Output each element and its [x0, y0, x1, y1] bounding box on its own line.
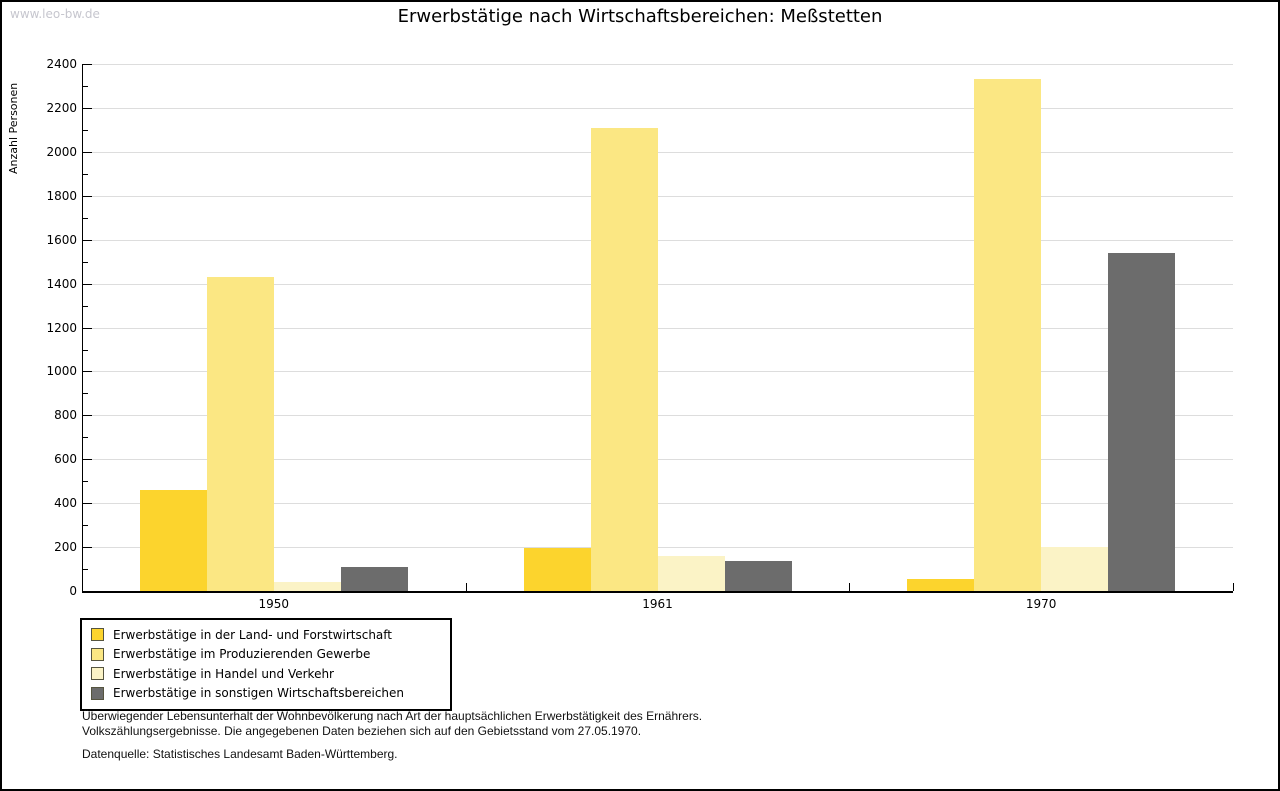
y-axis-tick-label: 2400	[46, 57, 77, 71]
legend-swatch-icon	[91, 647, 104, 661]
x-axis-line	[82, 591, 1233, 593]
bar-1961-series2	[590, 127, 658, 591]
y-axis-major-tick	[83, 547, 92, 549]
y-axis-line	[82, 64, 83, 591]
legend-item-label: Erwerbstätige im Produzierenden Gewerbe	[113, 647, 371, 662]
footnote-line: Volkszählungsergebnisse. Die angegebenen…	[82, 723, 642, 738]
legend-item: Erwerbstätige im Produzierenden Gewerbe	[91, 645, 441, 665]
y-axis-minor-tick	[83, 305, 88, 307]
footnote-line: Überwiegender Lebensunterhalt der Wohnbe…	[82, 709, 703, 723]
y-axis-major-tick	[83, 415, 92, 417]
gridline	[83, 195, 1233, 197]
gridline	[83, 64, 1233, 65]
site-watermark: www.leo-bw.de	[10, 7, 100, 21]
gridline	[83, 151, 1233, 153]
bar-1950-series4	[340, 566, 408, 591]
x-axis-tick	[465, 583, 467, 591]
bar-1970-series3	[1041, 547, 1109, 591]
y-axis-tick-label: 800	[54, 408, 77, 423]
y-axis-major-tick	[83, 64, 92, 65]
y-axis-minor-tick	[83, 129, 88, 131]
bar-1970-series1	[907, 578, 975, 591]
y-axis-tick-label: 200	[54, 540, 77, 555]
legend-item-label: Erwerbstätige in sonstigen Wirtschaftsbe…	[113, 686, 405, 701]
gridline	[83, 547, 1233, 549]
y-axis-minor-tick	[83, 437, 88, 439]
x-axis-category-label: 1961	[642, 597, 673, 611]
gridline	[83, 239, 1233, 241]
bar-1961-series1	[523, 548, 591, 591]
y-axis-tick-label: 1800	[46, 188, 77, 203]
legend-item: Erwerbstätige in sonstigen Wirtschaftsbe…	[91, 684, 441, 704]
gridline	[83, 371, 1233, 373]
y-axis-minor-tick	[83, 525, 88, 527]
x-axis-tick	[849, 583, 851, 591]
y-axis-tick-label: 2000	[46, 144, 77, 159]
bar-1970-series2	[974, 79, 1042, 591]
y-axis-major-tick	[83, 327, 92, 329]
bar-1950-series1	[139, 490, 207, 591]
gridline	[83, 503, 1233, 505]
x-axis-category-label: 1970	[1025, 597, 1057, 611]
y-axis-tick-label: 0	[69, 584, 77, 598]
y-axis-minor-tick	[83, 173, 88, 175]
y-axis-tick-label: 1600	[46, 232, 77, 247]
data-source-note: Datenquelle: Statistisches Landesamt Bad…	[82, 747, 398, 761]
x-axis-category-label: 1950	[258, 597, 290, 611]
y-axis-major-tick	[83, 459, 92, 461]
chart-legend: Erwerbstätige in der Land- und Forstwirt…	[80, 618, 452, 711]
gridline	[83, 459, 1233, 461]
bar-1950-series2	[206, 277, 274, 591]
y-axis-tick-label: 2200	[46, 100, 77, 115]
gridline	[83, 107, 1233, 109]
y-axis-major-tick	[83, 107, 92, 109]
y-axis-tick-label: 400	[54, 496, 77, 511]
legend-swatch-icon	[91, 667, 104, 681]
bar-1961-series4	[724, 561, 792, 591]
y-axis-minor-tick	[83, 217, 88, 219]
bar-1950-series3	[273, 582, 341, 591]
gridline	[83, 327, 1233, 329]
y-axis-major-tick	[83, 151, 92, 153]
legend-item-label: Erwerbstätige in Handel und Verkehr	[113, 666, 334, 681]
y-axis-tick-label: 1400	[46, 276, 77, 291]
y-axis-tick-label: 600	[54, 452, 77, 467]
y-axis-minor-tick	[83, 569, 88, 570]
y-axis-major-tick	[83, 239, 92, 241]
gridline	[83, 283, 1233, 285]
y-axis-minor-tick	[83, 86, 88, 87]
legend-item: Erwerbstätige in Handel und Verkehr	[91, 664, 441, 684]
bar-1961-series3	[657, 555, 725, 591]
y-axis-minor-tick	[83, 481, 88, 483]
y-axis-major-tick	[83, 371, 92, 373]
x-axis-tick	[1233, 583, 1234, 591]
y-axis-tick-label: 1200	[46, 320, 77, 335]
bar-1970-series4	[1108, 252, 1176, 591]
gridline	[83, 415, 1233, 417]
y-axis-major-tick	[83, 283, 92, 285]
y-axis-title: Anzahl Personen	[7, 82, 20, 174]
legend-item: Erwerbstätige in der Land- und Forstwirt…	[91, 625, 441, 645]
footnote-text: Überwiegender Lebensunterhalt der Wohnbe…	[82, 709, 702, 738]
y-axis-major-tick	[83, 503, 92, 505]
chart-title: Erwerbstätige nach Wirtschaftsbereichen:…	[397, 6, 883, 27]
y-axis-major-tick	[83, 195, 92, 197]
legend-item-label: Erwerbstätige in der Land- und Forstwirt…	[113, 627, 392, 642]
legend-swatch-icon	[91, 628, 104, 642]
y-axis-minor-tick	[83, 261, 88, 263]
y-axis-minor-tick	[83, 393, 88, 395]
y-axis-minor-tick	[83, 349, 88, 351]
legend-swatch-icon	[91, 686, 104, 700]
y-axis-tick-label: 1000	[46, 364, 77, 379]
